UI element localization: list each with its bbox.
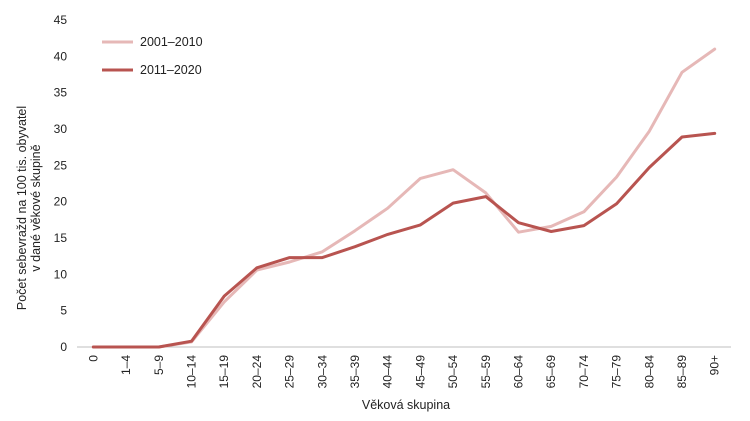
- data-point: [583, 224, 585, 227]
- data-point: [550, 225, 552, 228]
- x-tick-label: 50–54: [446, 355, 460, 389]
- y-tick-label: 5: [60, 304, 67, 318]
- data-point: [485, 195, 487, 198]
- data-point: [452, 168, 454, 171]
- x-tick-label: 45–49: [413, 355, 427, 389]
- data-point: [419, 177, 422, 180]
- data-point: [615, 203, 618, 205]
- y-tick-label: 15: [54, 231, 68, 245]
- data-point: [321, 256, 324, 259]
- data-point: [354, 229, 356, 232]
- data-point: [517, 231, 520, 233]
- data-point: [452, 202, 454, 204]
- data-point: [386, 233, 389, 236]
- x-axis-title: Věková skupina: [362, 398, 450, 412]
- data-point: [256, 267, 258, 269]
- y-axis-title-line-2: v dané věkové skupině: [29, 144, 43, 271]
- data-point: [190, 340, 193, 343]
- legend: 2001–2010 2011–2020: [102, 35, 203, 77]
- x-tick-label: 70–74: [577, 355, 591, 389]
- x-tick-label: 25–29: [283, 355, 297, 389]
- x-tick-label: 20–24: [250, 355, 264, 389]
- series-lines: [91, 47, 717, 349]
- x-tick-label: 75–79: [610, 355, 624, 389]
- x-tick-label: 1–4: [119, 355, 133, 375]
- x-tick-label: 35–39: [348, 355, 362, 389]
- data-point: [517, 221, 520, 224]
- y-tick-label: 30: [54, 122, 68, 136]
- data-point: [223, 295, 225, 297]
- data-point: [288, 256, 291, 259]
- y-axis-title-line-1: Počet sebevražd na 100 tis. obyvatel: [15, 106, 29, 310]
- x-tick-label: 65–69: [544, 355, 558, 389]
- data-point: [681, 136, 683, 138]
- y-axis-ticks: 0 5 10 15 20 25 30 35 40 45: [54, 13, 68, 354]
- x-tick-label: 10–14: [184, 355, 198, 389]
- data-point: [485, 192, 487, 194]
- x-tick-label: 90+: [708, 355, 722, 375]
- data-point: [223, 301, 225, 303]
- legend-label-2: 2011–2020: [140, 63, 202, 77]
- data-point: [550, 230, 552, 233]
- data-point: [158, 346, 160, 348]
- data-point: [648, 130, 651, 132]
- data-point: [615, 176, 618, 178]
- data-point: [713, 132, 716, 135]
- y-tick-label: 40: [54, 49, 68, 63]
- data-point: [681, 71, 683, 74]
- legend-label-1: 2001–2010: [140, 35, 203, 49]
- x-axis-ticks: 0 1–4 5–9 10–14 15–19 20–24 25–29 30–34 35–39 40–…: [86, 355, 721, 389]
- x-tick-label: 55–59: [479, 355, 493, 389]
- x-tick-label: 15–19: [217, 355, 231, 389]
- x-tick-label: 0: [86, 355, 100, 362]
- y-tick-label: 20: [54, 195, 68, 209]
- y-tick-label: 45: [54, 13, 68, 27]
- x-tick-label: 60–64: [511, 355, 525, 389]
- x-tick-label: 40–44: [381, 355, 395, 389]
- data-point: [583, 211, 585, 213]
- data-point: [354, 245, 356, 248]
- x-tick-label: 5–9: [152, 355, 166, 375]
- y-tick-label: 0: [60, 340, 67, 354]
- x-tick-label: 85–89: [675, 355, 689, 389]
- data-point: [288, 261, 291, 263]
- y-tick-label: 10: [54, 267, 68, 281]
- data-point: [92, 346, 95, 348]
- y-tick-label: 25: [54, 158, 68, 172]
- data-point: [419, 224, 422, 226]
- y-axis-title: Počet sebevražd na 100 tis. obyvatel v d…: [15, 106, 43, 310]
- data-point: [125, 346, 127, 348]
- x-tick-label: 80–84: [642, 355, 656, 389]
- data-point: [321, 251, 324, 253]
- series-line-2: [91, 131, 717, 349]
- x-tick-label: 30–34: [315, 355, 329, 389]
- data-point: [713, 48, 716, 50]
- data-point: [648, 166, 651, 169]
- data-point: [386, 207, 389, 209]
- y-tick-label: 35: [54, 86, 68, 100]
